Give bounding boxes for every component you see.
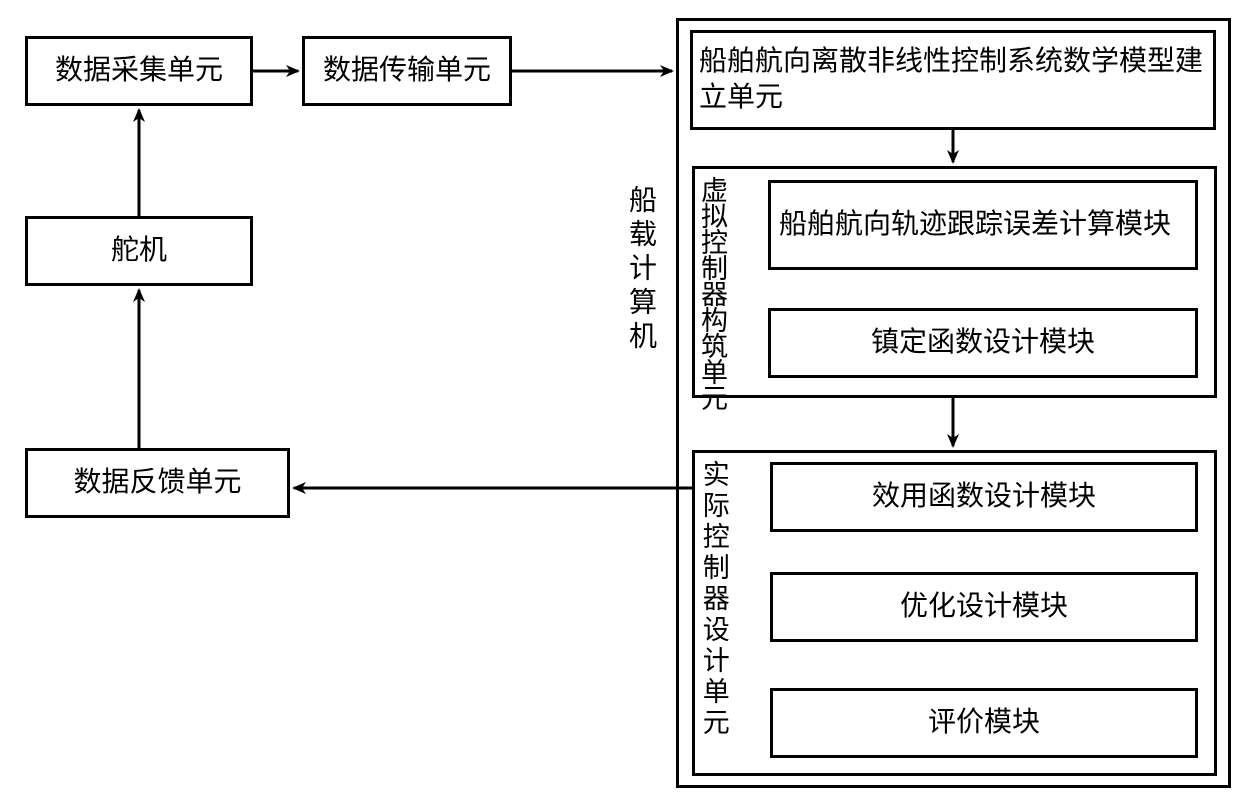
onboard-computer-label: 船载计算机 <box>620 185 660 355</box>
model-unit: 船舶航向离散非线性控制系统数学模型建立单元 <box>690 30 1216 130</box>
optimization-module: 优化设计模块 <box>770 572 1198 642</box>
data-transmission-label: 数据传输单元 <box>319 49 495 93</box>
track-error-module: 船舶航向轨迹跟踪误差计算模块 <box>768 180 1198 270</box>
data-feedback-unit: 数据反馈单元 <box>25 448 290 518</box>
data-feedback-label: 数据反馈单元 <box>69 461 245 505</box>
model-unit-label: 船舶航向离散非线性控制系统数学模型建立单元 <box>693 40 1213 121</box>
steering-gear-label: 舵机 <box>107 229 171 273</box>
stabilizing-module: 镇定函数设计模块 <box>768 308 1198 378</box>
steering-gear: 舵机 <box>25 216 253 286</box>
diagram-canvas: 数据采集单元 数据传输单元 舵机 数据反馈单元 船载计算机 船舶航向离散非线性控… <box>0 0 1240 801</box>
evaluation-module-label: 评价模块 <box>924 701 1044 745</box>
utility-module-label: 效用函数设计模块 <box>868 475 1100 519</box>
virtual-controller-label: 虚拟控制器构筑单元 <box>698 176 725 410</box>
data-collection-label: 数据采集单元 <box>51 49 227 93</box>
actual-controller-label: 实际控制器设计单元 <box>698 460 728 739</box>
data-transmission-unit: 数据传输单元 <box>302 36 512 106</box>
optimization-module-label: 优化设计模块 <box>896 585 1072 629</box>
data-collection-unit: 数据采集单元 <box>25 36 253 106</box>
evaluation-module: 评价模块 <box>770 688 1198 758</box>
stabilizing-module-label: 镇定函数设计模块 <box>867 321 1099 365</box>
track-error-module-label: 船舶航向轨迹跟踪误差计算模块 <box>771 203 1175 247</box>
utility-module: 效用函数设计模块 <box>770 462 1198 532</box>
